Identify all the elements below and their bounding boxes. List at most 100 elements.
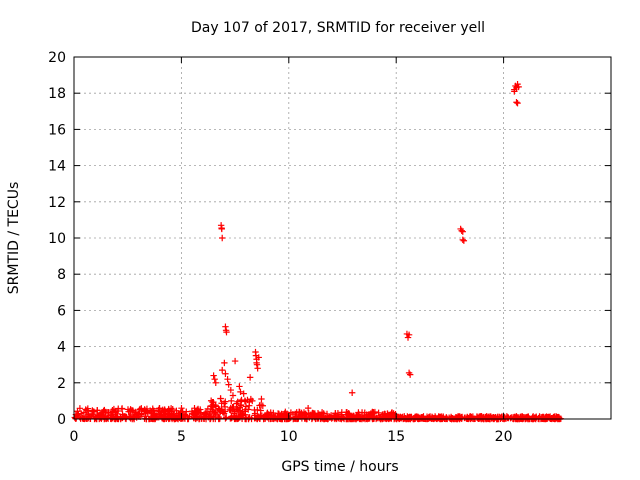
grid-layer (74, 57, 611, 419)
data-point (384, 411, 391, 418)
y-tick-label: 14 (48, 159, 66, 175)
data-point (406, 371, 414, 378)
data-point (194, 408, 201, 415)
data-point (218, 224, 225, 232)
data-point (218, 400, 225, 407)
data-point (132, 409, 140, 417)
data-point (224, 375, 231, 383)
data-point (182, 412, 189, 419)
data-point (219, 234, 226, 242)
data-point (228, 397, 235, 405)
data-point (217, 395, 224, 402)
data-point (202, 410, 209, 417)
data-point (408, 414, 415, 421)
data-point (115, 405, 122, 412)
data-point (170, 411, 177, 419)
data-point (149, 407, 157, 414)
data-point (318, 409, 326, 416)
data-point (209, 406, 216, 414)
data-point (223, 414, 230, 421)
data-point (249, 397, 256, 405)
data-point (257, 407, 264, 414)
data-point (311, 410, 319, 417)
y-tick-label: 0 (57, 412, 66, 428)
data-point (74, 408, 81, 415)
data-point (100, 407, 107, 415)
data-point (84, 405, 92, 412)
data-point (253, 361, 261, 368)
data-point (221, 403, 229, 411)
data-point (222, 415, 229, 422)
data-point (230, 403, 237, 411)
data-point (267, 411, 275, 419)
data-point (515, 83, 522, 91)
data-point (348, 389, 356, 396)
data-point (216, 407, 223, 414)
y-tick-label: 18 (48, 86, 66, 102)
data-point (144, 409, 151, 416)
data-point (235, 406, 242, 414)
data-point (459, 236, 466, 244)
data-point (237, 397, 245, 405)
data-point (212, 379, 219, 386)
data-point (108, 411, 116, 418)
data-point (319, 415, 326, 422)
data-point (234, 405, 241, 413)
data-point (160, 409, 167, 416)
data-point (211, 375, 218, 383)
data-point (254, 406, 261, 414)
x-tick-label: 15 (387, 429, 405, 445)
data-point (107, 412, 115, 419)
y-tick-label: 6 (57, 303, 66, 319)
axis-layer: 0 2 4 6 8 10 12 14 16 18 20 0 5 10 15 20 (48, 50, 611, 445)
x-tick-label: 10 (280, 429, 298, 445)
data-point (229, 392, 237, 399)
data-point (370, 409, 377, 416)
data-point (323, 410, 331, 418)
x-tick-label: 0 (70, 429, 79, 445)
data-point (374, 414, 382, 422)
data-point (227, 386, 235, 394)
data-point (212, 409, 219, 417)
data-point (511, 88, 518, 95)
data-point (128, 407, 136, 414)
y-tick-label: 8 (57, 267, 66, 283)
data-point (358, 409, 366, 416)
data-point (332, 414, 340, 422)
data-point (296, 409, 303, 416)
data-point (198, 415, 205, 422)
data-point (189, 410, 196, 417)
data-point (220, 410, 228, 417)
data-point (514, 99, 521, 107)
data-point (80, 409, 88, 416)
data-point (221, 359, 228, 367)
data-point (246, 374, 254, 381)
data-point (245, 406, 252, 413)
x-tick-label: 5 (177, 429, 186, 445)
data-point (274, 410, 282, 417)
data-point (553, 414, 560, 422)
x-axis-label: GPS time / hours (281, 459, 398, 475)
data-point (355, 414, 363, 421)
y-tick-label: 4 (57, 340, 66, 356)
data-point (429, 414, 436, 421)
chart-title: Day 107 of 2017, SRMTID for receiver yel… (191, 20, 485, 36)
data-point (236, 383, 243, 390)
data-point (304, 404, 312, 412)
data-point (222, 370, 229, 377)
data-point (258, 395, 265, 403)
data-point (231, 357, 239, 365)
data-point (456, 414, 464, 422)
data-point (513, 99, 520, 106)
data-point (244, 396, 251, 404)
data-point (239, 410, 246, 418)
data-point (223, 328, 230, 336)
data-point (190, 414, 197, 421)
data-point (227, 406, 234, 414)
data-point (411, 415, 419, 422)
data-point (130, 414, 137, 421)
y-tick-label: 10 (48, 231, 66, 247)
data-point (493, 415, 501, 422)
data-point (143, 405, 151, 413)
